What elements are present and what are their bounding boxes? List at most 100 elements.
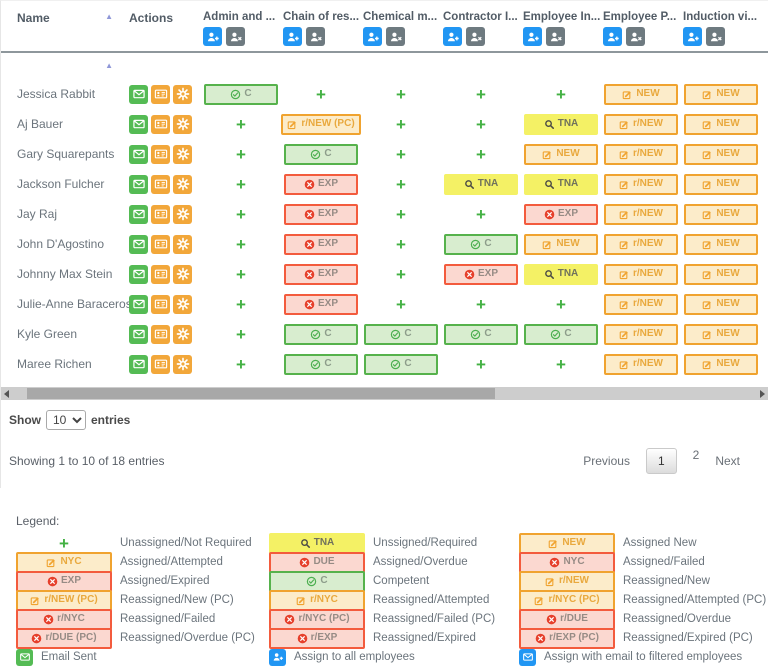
- status-badge-new[interactable]: NEW: [684, 173, 758, 195]
- column-header-contractor-i[interactable]: Contractor I...: [441, 11, 521, 46]
- assign-to-all-icon[interactable]: [283, 27, 302, 46]
- status-badge-c[interactable]: C: [524, 323, 598, 345]
- assign-plus-button[interactable]: +: [476, 204, 486, 224]
- employee-card-button[interactable]: [151, 84, 170, 104]
- status-badge-exp[interactable]: EXP: [16, 570, 112, 592]
- status-badge-new[interactable]: NEW: [684, 323, 758, 345]
- status-badge-new[interactable]: NEW: [524, 233, 598, 255]
- employee-card-button[interactable]: [151, 174, 170, 194]
- status-badge-r-new[interactable]: r/NEW: [604, 143, 678, 165]
- settings-action-button[interactable]: [173, 114, 192, 134]
- pagination-next[interactable]: Next: [715, 454, 740, 468]
- scrollbar-right-arrow-icon[interactable]: [760, 390, 765, 398]
- settings-action-button[interactable]: [173, 204, 192, 224]
- assign-plus-button[interactable]: +: [316, 84, 326, 104]
- status-badge-new[interactable]: NEW: [684, 263, 758, 285]
- scrollbar-left-arrow-icon[interactable]: [4, 390, 9, 398]
- sort-asc-icon[interactable]: ▲: [105, 12, 113, 21]
- assign-plus-button[interactable]: +: [396, 264, 406, 284]
- status-badge-r-nyc[interactable]: r/NYC: [16, 608, 112, 630]
- column-header-induction-vi[interactable]: Induction vi...: [681, 11, 761, 46]
- assign-plus-button[interactable]: +: [396, 144, 406, 164]
- employee-card-button[interactable]: [151, 294, 170, 314]
- status-badge-c[interactable]: C: [284, 323, 358, 345]
- status-badge-tna[interactable]: TNA: [444, 173, 518, 195]
- assign-plus-button[interactable]: +: [236, 354, 246, 374]
- email-action-button[interactable]: [129, 294, 148, 314]
- column-header-chain-of-res[interactable]: Chain of res...: [281, 11, 361, 46]
- employee-card-button[interactable]: [151, 144, 170, 164]
- pagination-previous[interactable]: Previous: [583, 454, 630, 468]
- status-badge-new[interactable]: NEW: [684, 203, 758, 225]
- email-action-button[interactable]: [129, 174, 148, 194]
- horizontal-scrollbar[interactable]: [1, 387, 768, 400]
- assign-plus-button[interactable]: +: [396, 204, 406, 224]
- status-badge-new[interactable]: NEW: [684, 293, 758, 315]
- assign-to-all-icon[interactable]: [443, 27, 462, 46]
- assign-plus-button[interactable]: +: [236, 234, 246, 254]
- status-badge-exp[interactable]: EXP: [444, 263, 518, 285]
- column-header-employee-p[interactable]: Employee P...: [601, 11, 681, 46]
- unassign-all-icon[interactable]: [626, 27, 645, 46]
- settings-action-button[interactable]: [173, 174, 192, 194]
- status-badge-tna[interactable]: TNA: [524, 173, 598, 195]
- assign-to-all-icon[interactable]: [363, 27, 382, 46]
- status-badge-c[interactable]: C: [444, 233, 518, 255]
- assign-plus-button[interactable]: +: [476, 144, 486, 164]
- status-badge-r-exp[interactable]: r/EXP: [269, 627, 365, 649]
- email-action-button[interactable]: [129, 234, 148, 254]
- status-badge-c[interactable]: C: [284, 143, 358, 165]
- scrollbar-thumb[interactable]: [27, 388, 495, 399]
- status-badge-r-due[interactable]: r/DUE: [519, 608, 615, 630]
- status-badge-r-new[interactable]: r/NEW: [604, 233, 678, 255]
- assign-with-email-icon[interactable]: [519, 648, 536, 666]
- status-badge-exp[interactable]: EXP: [284, 173, 358, 195]
- settings-action-button[interactable]: [173, 84, 192, 104]
- status-badge-new[interactable]: NEW: [519, 532, 615, 554]
- email-action-button[interactable]: [129, 354, 148, 374]
- status-badge-r-exp-pc[interactable]: r/EXP (PC): [519, 627, 615, 649]
- status-badge-r-new[interactable]: r/NEW: [604, 323, 678, 345]
- assign-plus-button[interactable]: +: [236, 294, 246, 314]
- settings-action-button[interactable]: [173, 264, 192, 284]
- status-badge-tna[interactable]: TNA: [524, 263, 598, 285]
- employee-card-button[interactable]: [151, 204, 170, 224]
- assign-plus-button[interactable]: +: [396, 234, 406, 254]
- assign-plus-button[interactable]: +: [396, 114, 406, 134]
- settings-action-button[interactable]: [173, 144, 192, 164]
- unassign-all-icon[interactable]: [226, 27, 245, 46]
- column-header-name[interactable]: Name ▲: [17, 11, 113, 25]
- assign-to-all-icon[interactable]: [603, 27, 622, 46]
- status-badge-r-new[interactable]: r/NEW: [604, 203, 678, 225]
- status-badge-new[interactable]: NEW: [684, 83, 758, 105]
- status-badge-tna[interactable]: TNA: [269, 532, 365, 554]
- assign-plus-button[interactable]: +: [556, 84, 566, 104]
- status-badge-c[interactable]: C: [364, 323, 438, 345]
- email-action-button[interactable]: [129, 204, 148, 224]
- assign-to-all-icon[interactable]: [523, 27, 542, 46]
- status-badge-r-new[interactable]: r/NEW: [604, 113, 678, 135]
- status-badge-r-due-pc[interactable]: r/DUE (PC): [16, 627, 112, 649]
- assign-plus-button[interactable]: +: [476, 294, 486, 314]
- status-badge-exp[interactable]: EXP: [524, 203, 598, 225]
- unassign-all-icon[interactable]: [466, 27, 485, 46]
- status-badge-nyc[interactable]: NYC: [16, 551, 112, 573]
- employee-card-button[interactable]: [151, 234, 170, 254]
- status-badge-r-new[interactable]: r/NEW: [604, 353, 678, 375]
- status-badge-r-new[interactable]: r/NEW: [604, 263, 678, 285]
- settings-action-button[interactable]: [173, 354, 192, 374]
- status-badge-r-new[interactable]: r/NEW: [604, 173, 678, 195]
- assign-plus-button[interactable]: +: [236, 204, 246, 224]
- status-badge-c[interactable]: C: [204, 83, 278, 105]
- status-badge-c[interactable]: C: [444, 323, 518, 345]
- assign-plus-button[interactable]: +: [396, 294, 406, 314]
- status-badge-new[interactable]: NEW: [604, 83, 678, 105]
- status-badge-r-new[interactable]: r/NEW: [604, 293, 678, 315]
- status-badge-r-new[interactable]: r/NEW: [519, 570, 615, 592]
- sort-asc-icon[interactable]: ▲: [105, 61, 113, 71]
- status-badge-new[interactable]: NEW: [684, 233, 758, 255]
- email-action-button[interactable]: [129, 114, 148, 134]
- status-badge-tna[interactable]: TNA: [524, 113, 598, 135]
- employee-card-button[interactable]: [151, 114, 170, 134]
- employee-card-button[interactable]: [151, 354, 170, 374]
